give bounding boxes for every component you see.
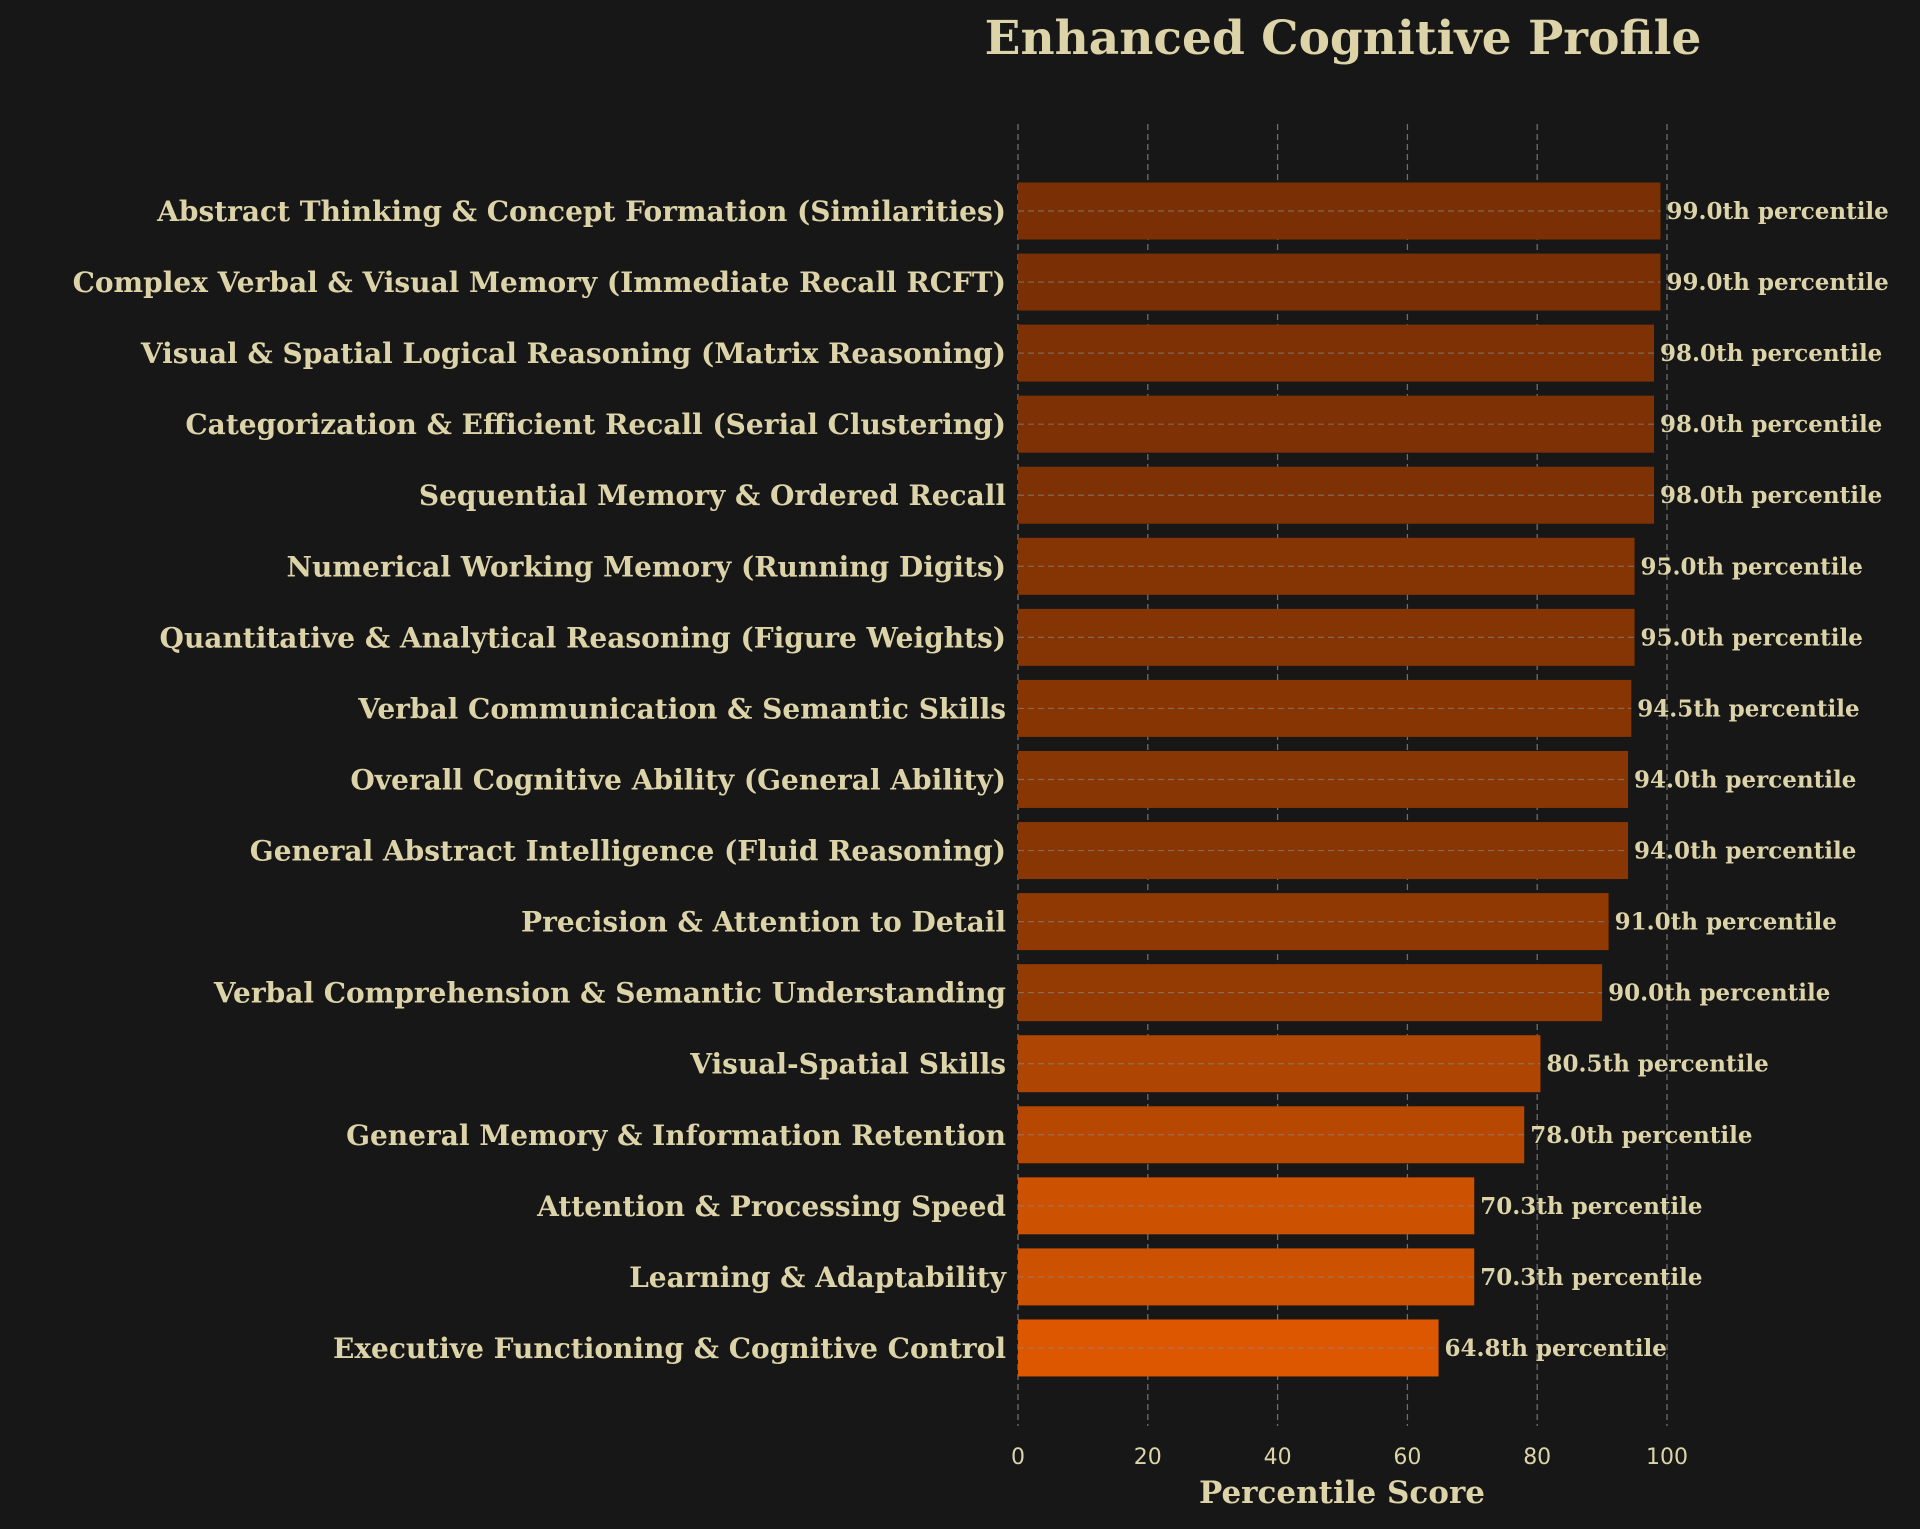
- value-label: 64.8th percentile: [1445, 1335, 1667, 1362]
- value-label: 95.0th percentile: [1641, 553, 1863, 580]
- value-label: 94.0th percentile: [1634, 838, 1856, 865]
- value-label: 95.0th percentile: [1641, 624, 1863, 651]
- x-axis-ticks: 0 20 40 60 80 100: [1011, 1445, 1688, 1470]
- category-label: Abstract Thinking & Concept Formation (S…: [156, 195, 1006, 228]
- value-label: 70.3th percentile: [1480, 1193, 1702, 1220]
- value-label: 78.0th percentile: [1530, 1122, 1752, 1149]
- value-label: 94.5th percentile: [1637, 695, 1859, 722]
- category-label: Complex Verbal & Visual Memory (Immediat…: [73, 266, 1006, 299]
- value-labels: 99.0th percentile 99.0th percentile 98.0th…: [1445, 198, 1889, 1362]
- category-label: Learning & Adaptability: [629, 1261, 1007, 1294]
- category-label: Quantitative & Analytical Reasoning (Fig…: [160, 621, 1006, 654]
- value-label: 98.0th percentile: [1660, 340, 1882, 367]
- x-tick-label: 100: [1646, 1445, 1688, 1470]
- category-label: Categorization & Efficient Recall (Seria…: [185, 408, 1006, 441]
- value-label: 99.0th percentile: [1667, 198, 1889, 225]
- category-label: Executive Functioning & Cognitive Contro…: [333, 1332, 1006, 1365]
- value-label: 91.0th percentile: [1615, 909, 1837, 936]
- category-label: Precision & Attention to Detail: [521, 906, 1006, 939]
- category-label: Verbal Communication & Semantic Skills: [357, 692, 1006, 725]
- value-label: 98.0th percentile: [1660, 411, 1882, 438]
- x-axis-label: Percentile Score: [1199, 1475, 1485, 1511]
- x-tick-label: 40: [1264, 1445, 1292, 1470]
- x-tick-label: 80: [1523, 1445, 1551, 1470]
- value-label: 70.3th percentile: [1480, 1264, 1702, 1291]
- value-label: 99.0th percentile: [1667, 269, 1889, 296]
- category-labels: Abstract Thinking & Concept Formation (S…: [73, 195, 1007, 1365]
- value-label: 80.5th percentile: [1546, 1051, 1768, 1078]
- bar: [1018, 1248, 1475, 1306]
- category-label: Numerical Working Memory (Running Digits…: [286, 550, 1006, 583]
- bars: [1018, 182, 1661, 1377]
- category-label: Sequential Memory & Ordered Recall: [419, 479, 1006, 512]
- value-label: 90.0th percentile: [1608, 980, 1830, 1007]
- bar: [1018, 1177, 1475, 1235]
- value-label: 98.0th percentile: [1660, 482, 1882, 509]
- chart-title: Enhanced Cognitive Profile: [985, 11, 1702, 66]
- category-label: General Memory & Information Retention: [346, 1119, 1006, 1152]
- x-tick-label: 20: [1134, 1445, 1162, 1470]
- category-label: Verbal Comprehension & Semantic Understa…: [213, 977, 1006, 1010]
- category-label: Visual & Spatial Logical Reasoning (Matr…: [140, 337, 1006, 370]
- category-label: Visual-Spatial Skills: [689, 1048, 1006, 1081]
- x-tick-label: 60: [1393, 1445, 1421, 1470]
- category-label: Overall Cognitive Ability (General Abili…: [350, 763, 1006, 796]
- x-tick-label: 0: [1011, 1445, 1025, 1470]
- category-label: General Abstract Intelligence (Fluid Rea…: [250, 835, 1006, 868]
- category-label: Attention & Processing Speed: [536, 1190, 1006, 1223]
- value-label: 94.0th percentile: [1634, 766, 1856, 793]
